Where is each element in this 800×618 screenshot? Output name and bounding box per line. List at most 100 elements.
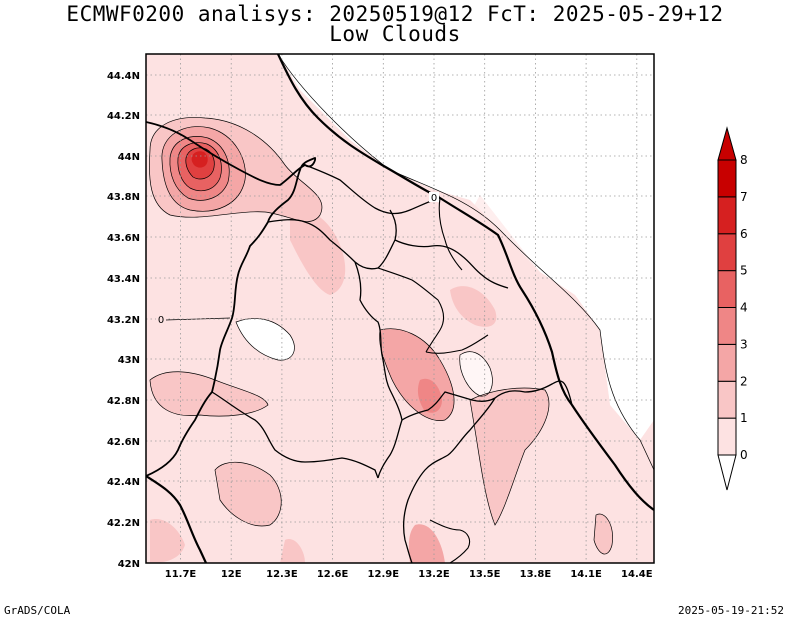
boundary-marche-umbria bbox=[394, 239, 509, 289]
lat-labels: 42N 42.2N 42.4N 42.6N 42.8N 43N 43.2N 43… bbox=[107, 71, 140, 570]
lon-label-13.8: 13.8E bbox=[520, 569, 552, 580]
lon-label-12.3: 12.3E bbox=[266, 569, 298, 580]
boundary-lazio-se bbox=[429, 519, 471, 563]
cloud-cell-far-se bbox=[594, 514, 613, 555]
lon-label-14.1: 14.1E bbox=[570, 569, 602, 580]
cloud-cell-ssw bbox=[150, 519, 185, 563]
contour-center bbox=[379, 328, 455, 421]
tyrrhenian-coastline bbox=[146, 475, 207, 563]
contour-hole-w bbox=[235, 318, 295, 361]
contour-nw-3 bbox=[161, 126, 246, 212]
lon-label-11.7: 11.7E bbox=[165, 569, 197, 580]
colorbar-box-1-2 bbox=[717, 380, 737, 419]
sea-region bbox=[278, 54, 654, 440]
colorbar-label-8: 8 bbox=[740, 153, 748, 167]
colorbar-label-4: 4 bbox=[740, 301, 748, 315]
colorbar: 0 1 2 3 4 5 6 7 8 bbox=[717, 126, 748, 491]
colorbar-box-0-1 bbox=[717, 417, 737, 456]
lat-label-44.4: 44.4N bbox=[107, 71, 140, 82]
cloud-cell-e bbox=[450, 286, 497, 327]
boundary-marche-inner bbox=[438, 197, 463, 271]
contour-se bbox=[469, 387, 550, 526]
lat-label-42: 42N bbox=[118, 559, 140, 570]
colorbar-box-6-7 bbox=[717, 196, 737, 235]
footer-timestamp: 2025-05-19-21:52 bbox=[678, 604, 784, 617]
colorbar-label-1: 1 bbox=[740, 411, 748, 425]
lat-label-42.2: 42.2N bbox=[107, 518, 140, 529]
map-title: ECMWF0200 analisys: 20250519@12 FcT: 202… bbox=[66, 2, 724, 26]
field-shading bbox=[146, 54, 654, 563]
adriatic-coastline bbox=[277, 54, 654, 511]
colorbar-box-4-5 bbox=[717, 270, 737, 308]
cloud-cell-south-w bbox=[280, 539, 305, 563]
cloud-cell-sw bbox=[150, 371, 268, 417]
cloud-cell-south bbox=[408, 524, 445, 563]
colorbar-labels: 0 1 2 3 4 5 6 7 8 bbox=[740, 153, 748, 462]
coastal-field bbox=[450, 195, 654, 563]
boundary-emilia-marche bbox=[304, 164, 441, 215]
lat-label-43: 43N bbox=[118, 355, 140, 366]
lat-label-44.2: 44.2N bbox=[107, 111, 140, 122]
contour-label-2: 0 bbox=[158, 315, 164, 326]
lon-label-14.4: 14.4E bbox=[621, 569, 653, 580]
boundary-umbria-w bbox=[354, 261, 403, 479]
colorbar-label-7: 7 bbox=[740, 190, 748, 204]
contour-nw-2 bbox=[149, 117, 323, 222]
colorbar-label-0: 0 bbox=[740, 448, 748, 462]
contour-hole-e bbox=[459, 351, 493, 397]
lon-labels: 11.7E 12E 12.3E 12.6E 12.9E 13.2E 13.5E … bbox=[165, 569, 653, 580]
contour-sw bbox=[149, 371, 269, 417]
boundary-lazio-umbria bbox=[401, 391, 496, 421]
lon-label-13.2: 13.2E bbox=[418, 569, 450, 580]
map-frame bbox=[145, 53, 655, 564]
lat-label-42.6: 42.6N bbox=[107, 437, 140, 448]
colorbar-top-arrow bbox=[717, 126, 737, 161]
contour-s bbox=[214, 461, 282, 527]
contour-lines bbox=[149, 54, 654, 555]
boundary-abruzzo-n bbox=[494, 380, 573, 406]
clear-patch-west bbox=[236, 318, 295, 361]
colorbar-box-2-3 bbox=[717, 343, 737, 382]
contour-label-bg-2 bbox=[156, 313, 166, 325]
contour-label-1: 0 bbox=[431, 193, 437, 204]
lat-label-43.4: 43.4N bbox=[107, 274, 140, 285]
colorbar-label-6: 6 bbox=[740, 227, 748, 241]
core-nw-l7 bbox=[191, 151, 208, 168]
cloud-cell-n bbox=[290, 209, 346, 295]
contour-nw-4 bbox=[169, 136, 230, 201]
colorbar-label-2: 2 bbox=[740, 374, 748, 388]
map-subtitle: Low Clouds bbox=[329, 22, 461, 46]
contour-nw-6 bbox=[185, 147, 215, 180]
boundary-umbria-marche-s bbox=[425, 334, 489, 354]
lon-label-12: 12E bbox=[221, 569, 242, 580]
lat-label-43.8: 43.8N bbox=[107, 192, 140, 203]
contour-zero-line bbox=[165, 317, 231, 321]
footer-credit: GrADS/COLA bbox=[4, 604, 71, 617]
colorbar-box-7-8 bbox=[717, 159, 737, 198]
contour-coast-0 bbox=[277, 54, 654, 471]
colorbar-label-3: 3 bbox=[740, 337, 748, 351]
lat-label-44: 44N bbox=[118, 152, 140, 163]
lat-label-42.4: 42.4N bbox=[107, 477, 140, 488]
boundary-umbria-province bbox=[377, 267, 445, 353]
contour-far-se bbox=[593, 513, 613, 555]
colorbar-box-5-6 bbox=[717, 233, 737, 272]
lon-label-13.5: 13.5E bbox=[469, 569, 501, 580]
lon-label-12.9: 12.9E bbox=[368, 569, 400, 580]
boundaries bbox=[146, 54, 654, 563]
boundary-lazio-n bbox=[211, 391, 379, 479]
contour-label-bg-1 bbox=[429, 192, 439, 202]
lat-label-43.6: 43.6N bbox=[107, 233, 140, 244]
colorbar-box-3-4 bbox=[717, 307, 737, 345]
cloud-cell-se bbox=[470, 388, 549, 525]
lat-label-43.2: 43.2N bbox=[107, 315, 140, 326]
boundary-lazio-abruzzo bbox=[402, 397, 496, 563]
colorbar-label-5: 5 bbox=[740, 264, 748, 278]
lat-label-42.8: 42.8N bbox=[107, 396, 140, 407]
lon-label-12.6: 12.6E bbox=[317, 569, 349, 580]
core-center-l4 bbox=[417, 378, 442, 413]
colorbar-boxes bbox=[717, 159, 737, 456]
clear-patch-east bbox=[459, 351, 493, 397]
colorbar-bottom-arrow bbox=[717, 454, 737, 491]
